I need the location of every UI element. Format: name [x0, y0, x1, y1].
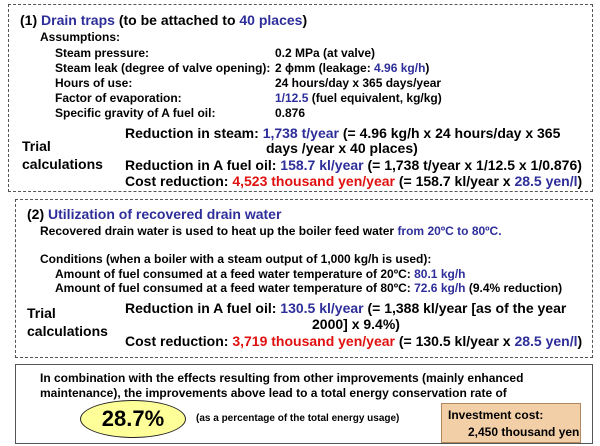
- steam-label: Reduction in steam:: [125, 125, 259, 141]
- leak-close: ): [425, 61, 430, 75]
- assumption-label: Specific gravity of A fuel oil:: [55, 106, 216, 120]
- oil-formula-2-cont: 2000] x 9.4%): [312, 316, 400, 332]
- section2-heading: (2) Utilization of recovered drain water: [27, 206, 281, 222]
- intro-text: Recovered drain water is used to heat up…: [40, 224, 395, 238]
- section2-title: Utilization of recovered drain water: [48, 206, 282, 222]
- summary-line-2: maintenance), the improvements above lea…: [40, 386, 507, 400]
- conservation-rate: 28.7%: [101, 406, 165, 431]
- investment-box: Investment cost: 2,450 thousand yen: [441, 403, 581, 443]
- oil-formula: (= 1,738 t/year x 1/12.5 x 1/0.876): [367, 157, 582, 173]
- cost-label: Cost reduction:: [125, 173, 229, 189]
- steam-reduction: Reduction in steam: 1,738 t/year (= 4.96…: [125, 125, 560, 141]
- conservation-rate-badge: 28.7%: [80, 400, 186, 438]
- assumptions-label: Assumptions:: [40, 30, 121, 44]
- trial-label: calculations: [27, 323, 108, 339]
- fuel-20-value: 80.1 kg/h: [414, 267, 466, 281]
- trial-label: Trial: [22, 138, 51, 154]
- investment-label: Investment cost:: [448, 408, 544, 422]
- assumption-value: 0.2 MPa (at valve): [275, 46, 376, 60]
- assumption-label: Steam leak (degree of valve opening):: [55, 61, 271, 75]
- section1-suffix: (to be attached to: [118, 12, 236, 28]
- cost-value-2: 3,719 thousand yen/year: [232, 333, 395, 349]
- oil-reduction-2: Reduction in A fuel oil: 130.5 kl/year (…: [125, 300, 566, 316]
- summary-box: [15, 364, 593, 444]
- leak-text: 2 ϕmm (leakage:: [275, 61, 371, 75]
- drain-water-section: [15, 199, 593, 358]
- fuel-20-label: Amount of fuel consumed at a feed water …: [55, 267, 411, 281]
- fuel-80-value: 72.6 kg/h: [414, 281, 466, 295]
- section1-count: 40 places: [239, 12, 303, 28]
- cost-label-2: Cost reduction:: [125, 333, 229, 349]
- steam-value: 1,738 t/year: [262, 125, 339, 141]
- oil-reduction: Reduction in A fuel oil: 158.7 kl/year (…: [125, 157, 582, 173]
- fuel-80-note: (9.4% reduction): [468, 281, 563, 295]
- cost-close: ): [577, 173, 583, 189]
- steam-formula: (= 4.96 kg/h x 24 hours/day x 365: [342, 125, 561, 141]
- trial-label: Trial: [27, 305, 56, 321]
- leak-value: 4.96 kg/h: [374, 61, 426, 75]
- section1-title: Drain traps: [41, 12, 115, 28]
- fuel-20-line: Amount of fuel consumed at a feed water …: [55, 267, 465, 281]
- assumption-value: 24 hours/day x 365 days/year: [275, 76, 442, 90]
- oil-value: 158.7 kl/year: [280, 157, 364, 173]
- assumption-label: Hours of use:: [55, 76, 133, 90]
- assumption-value: 1/12.5 (fuel equivalent, kg/kg): [275, 91, 442, 105]
- rate-note: (as a percentage of the total energy usa…: [196, 413, 400, 424]
- steam-formula-cont: days /year x 40 places): [266, 140, 418, 156]
- cost-formula-2: (= 130.5 kl/year x: [398, 333, 511, 349]
- assumption-value: 0.876: [275, 106, 306, 120]
- section2-intro: Recovered drain water is used to heat up…: [40, 224, 502, 238]
- oil-label: Reduction in A fuel oil:: [125, 157, 277, 173]
- conditions-label: Conditions (when a boiler with a steam o…: [40, 252, 432, 266]
- evaporation-factor: 1/12.5: [275, 91, 309, 105]
- investment-value: 2,450 thousand yen: [468, 425, 580, 439]
- cost-rate: 28.5 yen/l: [514, 173, 578, 189]
- assumption-label: Steam pressure:: [55, 46, 150, 60]
- cost-reduction-2: Cost reduction: 3,719 thousand yen/year …: [125, 333, 582, 349]
- oil-value-2: 130.5 kl/year: [280, 300, 364, 316]
- section2-number: (2): [27, 206, 45, 222]
- evaporation-note: (fuel equivalent, kg/kg): [311, 91, 442, 105]
- section1-number: (1): [20, 12, 38, 28]
- assumption-value: 2 ϕmm (leakage: 4.96 kg/h): [275, 61, 429, 75]
- assumption-label: Factor of evaporation:: [55, 91, 182, 105]
- oil-formula-2: (= 1,388 kl/year [as of the year: [367, 300, 567, 316]
- intro-temperature: from 20ºC to 80ºC.: [397, 224, 502, 238]
- cost-reduction: Cost reduction: 4,523 thousand yen/year …: [125, 173, 582, 189]
- summary-line-1: In combination with the effects resultin…: [40, 371, 524, 385]
- cost-value: 4,523 thousand yen/year: [232, 173, 395, 189]
- fuel-80-line: Amount of fuel consumed at a feed water …: [55, 281, 562, 295]
- section1-heading: (1) Drain traps (to be attached to 40 pl…: [20, 12, 307, 28]
- trial-label: calculations: [22, 156, 103, 172]
- cost-close-2: ): [577, 333, 583, 349]
- oil-label-2: Reduction in A fuel oil:: [125, 300, 277, 316]
- drain-traps-section: [8, 4, 593, 192]
- cost-formula: (= 158.7 kl/year x: [398, 173, 511, 189]
- cost-rate-2: 28.5 yen/l: [514, 333, 578, 349]
- section1-close: ): [302, 12, 308, 28]
- fuel-80-label: Amount of fuel consumed at a feed water …: [55, 281, 411, 295]
